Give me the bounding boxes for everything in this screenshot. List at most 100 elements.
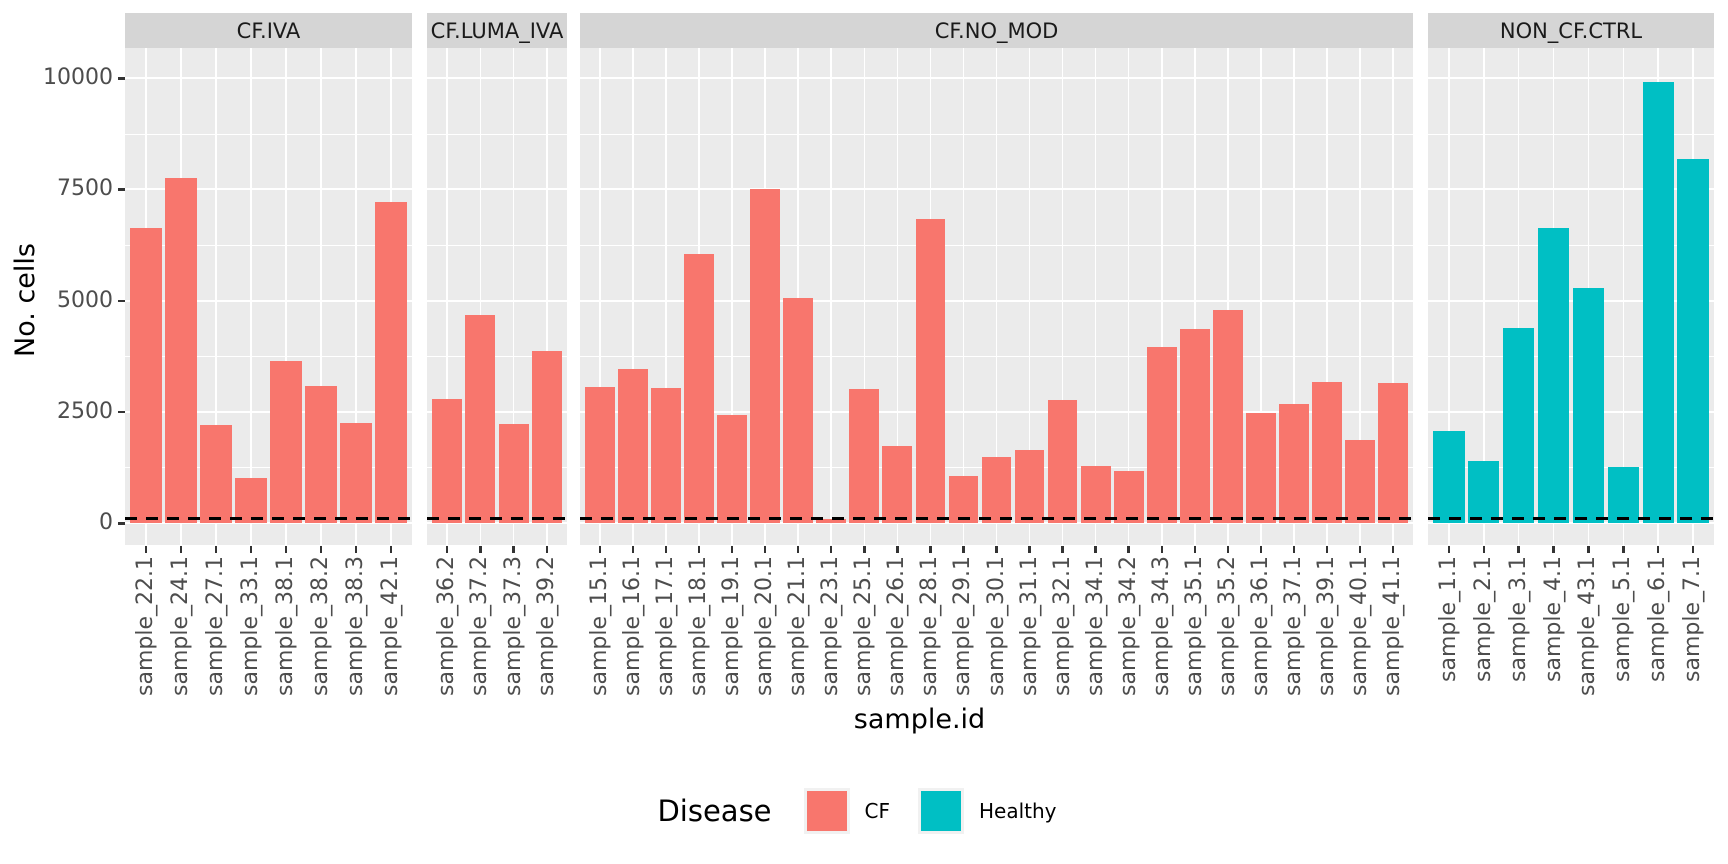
gridline-major bbox=[125, 188, 412, 191]
bar-sample_16.1 bbox=[618, 369, 648, 523]
x-tick-label: sample_2.1 bbox=[1470, 556, 1496, 682]
bar-sample_37.1 bbox=[1279, 404, 1309, 523]
x-tick-mark bbox=[1160, 546, 1164, 553]
gridline-vertical bbox=[797, 48, 799, 545]
gridline-major bbox=[427, 77, 567, 79]
x-tick-mark bbox=[249, 546, 253, 553]
gridline-major bbox=[125, 522, 412, 524]
y-tick-mark bbox=[118, 77, 125, 80]
x-tick-mark bbox=[962, 546, 965, 553]
x-tick-label: sample_41.1 bbox=[1380, 556, 1406, 696]
x-tick-mark bbox=[1447, 546, 1451, 553]
facet-panel-CF.NO_MOD: CF.NO_MOD sample_15.1 sample_16.1 sample_17… bbox=[580, 13, 1413, 710]
y-tick-label: 0 bbox=[99, 510, 113, 535]
gridline-minor bbox=[427, 133, 567, 135]
gridline-vertical bbox=[1194, 48, 1196, 545]
gridline-vertical bbox=[250, 48, 252, 545]
threshold-dashed-line bbox=[1428, 516, 1714, 521]
x-label-row: sample_15.1 sample_16.1 sample_17.1 sample_… bbox=[580, 556, 1413, 710]
x-tick-label: sample_21.1 bbox=[785, 556, 811, 696]
gridline-vertical bbox=[830, 48, 832, 545]
x-tick-label: sample_7.1 bbox=[1680, 556, 1706, 682]
x-tick-mark bbox=[512, 546, 515, 553]
x-tick-mark bbox=[1656, 546, 1660, 553]
x-tick-label: sample_4.1 bbox=[1540, 556, 1566, 682]
x-tick-mark bbox=[929, 546, 932, 553]
x-tick-label: sample_6.1 bbox=[1645, 556, 1671, 682]
bar-sample_36.1 bbox=[1246, 413, 1276, 523]
x-tick-mark bbox=[730, 546, 734, 553]
gridline-vertical bbox=[1127, 48, 1130, 545]
x-tick-label: sample_37.1 bbox=[1281, 556, 1306, 696]
facet-strip-label: CF.NO_MOD bbox=[934, 18, 1059, 43]
gridline-vertical bbox=[1260, 48, 1262, 545]
gridline-vertical bbox=[1517, 48, 1520, 545]
bar-sample_33.1 bbox=[235, 478, 267, 523]
bar-sample_22.1 bbox=[130, 228, 162, 523]
legend-item-CF: CF bbox=[803, 788, 904, 834]
bar-sample_43.1 bbox=[1572, 288, 1605, 523]
legend-item-label: CF bbox=[864, 799, 890, 823]
bar-sample_35.1 bbox=[1179, 328, 1210, 523]
gridline-vertical bbox=[863, 48, 866, 545]
x-tick-label: sample_29.1 bbox=[950, 556, 976, 696]
x-tick-mark bbox=[1226, 546, 1230, 553]
x-tick-label: sample_38.3 bbox=[343, 556, 368, 696]
legend-item-Healthy: Healthy bbox=[918, 788, 1071, 834]
bar-sample_37.3 bbox=[498, 423, 529, 523]
gridline-major bbox=[1428, 77, 1714, 79]
facet-panel-CF.IVA: CF.IVA sample_22.1 sample_24.1 sample_27.1 s… bbox=[125, 13, 412, 710]
x-label-row: sample_22.1 sample_24.1 sample_27.1 sample_… bbox=[125, 556, 412, 710]
facet-strip-label: NON_CF.CTRL bbox=[1499, 18, 1643, 43]
bar-sample_31.1 bbox=[1014, 450, 1045, 523]
bar-sample_21.1 bbox=[783, 297, 814, 523]
gridline-vertical bbox=[632, 48, 634, 545]
facet-strip: CF.IVA bbox=[125, 13, 412, 48]
bar-sample_37.2 bbox=[465, 315, 496, 523]
facet-strip-label: CF.IVA bbox=[236, 18, 301, 43]
bar-sample_42.1 bbox=[375, 202, 407, 523]
x-tick-label: sample_18.1 bbox=[686, 556, 711, 696]
gridline-vertical bbox=[1483, 48, 1485, 545]
y-tick-label: 2500 bbox=[57, 398, 113, 424]
x-tick-mark bbox=[1691, 546, 1695, 553]
bar-sample_18.1 bbox=[684, 253, 714, 523]
bar-sample_19.1 bbox=[717, 414, 747, 523]
gridline-major bbox=[125, 410, 412, 413]
facet-strip: CF.NO_MOD bbox=[580, 13, 1413, 48]
x-tick-label: sample_24.1 bbox=[168, 556, 193, 696]
gridline-minor bbox=[427, 467, 567, 469]
gridline-major bbox=[427, 410, 567, 413]
x-tick-mark bbox=[1061, 546, 1064, 553]
x-tick-mark bbox=[144, 546, 148, 553]
gridline-major bbox=[1428, 522, 1714, 524]
bar-sample_24.1 bbox=[165, 177, 197, 523]
x-tick-label: sample_25.1 bbox=[851, 556, 877, 696]
x-tick-label: sample_30.1 bbox=[983, 556, 1009, 696]
x-tick-mark bbox=[1325, 546, 1329, 553]
gridline-minor bbox=[1428, 133, 1714, 135]
x-tick-label: sample_35.1 bbox=[1181, 556, 1207, 696]
x-tick-mark bbox=[796, 546, 800, 553]
x-tick-label: sample_35.2 bbox=[1214, 556, 1240, 696]
threshold-dashed-line bbox=[125, 516, 412, 521]
gridline-vertical bbox=[665, 48, 667, 545]
x-tick-label: sample_43.1 bbox=[1575, 556, 1601, 696]
facet-strip: NON_CF.CTRL bbox=[1428, 13, 1714, 48]
plot-area bbox=[580, 48, 1413, 545]
gridline-vertical bbox=[285, 48, 287, 545]
gridline-vertical bbox=[355, 48, 357, 545]
bar-sample_34.2 bbox=[1113, 470, 1144, 523]
y-tick-mark bbox=[118, 299, 125, 302]
threshold-dashed-line bbox=[580, 516, 1413, 521]
y-tick-label: 5000 bbox=[57, 287, 113, 313]
x-tick-mark bbox=[1622, 546, 1625, 553]
bar-sample_32.1 bbox=[1047, 400, 1078, 523]
bar-sample_38.1 bbox=[270, 361, 302, 523]
x-tick-mark bbox=[1292, 546, 1296, 553]
gridline-vertical bbox=[215, 48, 217, 545]
x-tick-label: sample_23.1 bbox=[818, 556, 844, 696]
x-tick-label: sample_40.1 bbox=[1347, 556, 1373, 696]
x-tick-label: sample_17.1 bbox=[652, 556, 678, 696]
y-tick-label: 7500 bbox=[57, 176, 113, 202]
